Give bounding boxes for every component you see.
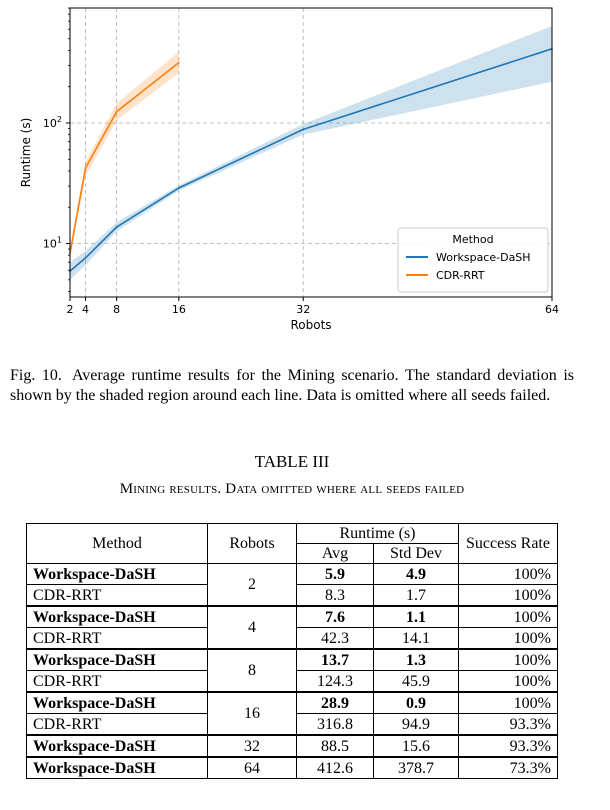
success-rate-cell: 100% [458, 648, 558, 671]
std-dev-cell: 45.9 [373, 670, 459, 693]
robots-cell: 4 [207, 605, 297, 650]
data-point [302, 128, 305, 131]
plot-frame [69, 7, 553, 298]
std-dev-cell: 15.6 [373, 734, 459, 758]
data-point [115, 226, 118, 228]
header-success-rate: Success Rate [458, 523, 558, 564]
legend-entry: Workspace-DaSH [436, 251, 531, 264]
header-method: Method [26, 523, 208, 564]
avg-cell: 88.5 [296, 734, 374, 758]
avg-cell: 28.9 [296, 691, 374, 714]
figure-label: Fig. 10. [10, 367, 62, 384]
avg-cell: 412.6 [296, 756, 374, 779]
table-row: CDR-RRT 8.3 1.7 100% [26, 584, 558, 607]
data-point [177, 187, 180, 189]
robots-cell: 32 [207, 734, 297, 758]
legend-title: Method [452, 233, 493, 246]
avg-cell: 13.7 [296, 648, 374, 671]
success-rate-cell: 100% [458, 584, 558, 607]
std-dev-band [70, 51, 179, 258]
legend: Method Workspace-DaSH CDR-RRT [397, 227, 549, 293]
data-point [115, 110, 118, 113]
table-row: Workspace-DaSH 32 88.5 15.6 93.3% [26, 734, 558, 758]
avg-cell: 42.3 [296, 627, 374, 650]
x-tick-label: 32 [296, 303, 310, 316]
table-row: Workspace-DaSH 8 13.7 1.3 100% [26, 648, 558, 693]
data-point [177, 61, 180, 64]
std-dev-cell: 1.1 [373, 605, 459, 628]
x-tick-label: 16 [172, 303, 186, 316]
std-dev-cell: 0.9 [373, 691, 459, 714]
header-runtime: Runtime (s) [296, 523, 459, 544]
y-tick-label: 101 [43, 236, 62, 251]
std-dev-cell: 1.3 [373, 648, 459, 671]
table-row: Workspace-DaSH 64 412.6 378.7 73.3% [26, 756, 558, 779]
y-axis-label: Runtime (s) [19, 118, 33, 188]
robots-cell: 16 [207, 691, 297, 736]
header-std-dev: Std Dev [373, 543, 459, 564]
figure-caption: Fig. 10. Average runtime results for the … [10, 366, 574, 406]
method-cell: Workspace-DaSH [26, 691, 208, 714]
x-tick-label: 64 [545, 303, 559, 316]
std-dev-cell: 14.1 [373, 627, 459, 650]
method-cell: CDR-RRT [26, 713, 208, 736]
table-row: CDR-RRT 42.3 14.1 100% [26, 627, 558, 650]
method-cell: Workspace-DaSH [26, 648, 208, 671]
success-rate-cell: 100% [458, 563, 558, 585]
robots-cell: 64 [207, 756, 297, 779]
robots-cell: 2 [207, 563, 297, 607]
method-cell: CDR-RRT [26, 584, 208, 607]
table-subtitle: Mining results. Data omitted where all s… [119, 481, 465, 497]
avg-cell: 316.8 [296, 713, 374, 736]
avg-cell: 124.3 [296, 670, 374, 693]
series-line [69, 62, 180, 254]
x-axis-label: Robots [290, 318, 331, 332]
x-tick-label: 2 [67, 303, 74, 316]
table-row: CDR-RRT 124.3 45.9 100% [26, 670, 558, 693]
results-table: Method Robots Runtime (s) Success Rate A… [26, 523, 558, 779]
table-row: Workspace-DaSH 2 5.9 4.9 100% [26, 563, 558, 607]
table-row: Workspace-DaSH 4 7.6 1.1 100% [26, 605, 558, 650]
std-dev-cell: 4.9 [373, 563, 459, 585]
method-cell: CDR-RRT [26, 627, 208, 650]
std-dev-band [70, 25, 552, 280]
std-dev-cell: 1.7 [373, 584, 459, 607]
results-table-body: Workspace-DaSH 2 5.9 4.9 100% CDR-RRT 8.3 1.7 10… [26, 563, 558, 779]
legend-entry: CDR-RRT [436, 269, 485, 282]
method-cell: Workspace-DaSH [26, 756, 208, 779]
success-rate-cell: 93.3% [458, 713, 558, 736]
table-title: TABLE III [254, 452, 330, 471]
y-tick-label: 102 [43, 115, 62, 130]
success-rate-cell: 100% [458, 605, 558, 628]
success-rate-cell: 100% [458, 691, 558, 714]
success-rate-cell: 93.3% [458, 734, 558, 758]
avg-cell: 7.6 [296, 605, 374, 628]
x-tick-label: 8 [113, 303, 120, 316]
header-robots: Robots [207, 523, 297, 564]
robots-cell: 8 [207, 648, 297, 693]
data-point [84, 256, 87, 259]
method-cell: CDR-RRT [26, 670, 208, 693]
success-rate-cell: 100% [458, 670, 558, 693]
figure-caption-text: Average runtime results for the Mining s… [10, 367, 574, 404]
legend-box [397, 227, 549, 293]
success-rate-cell: 73.3% [458, 756, 558, 779]
std-dev-cell: 378.7 [373, 756, 459, 779]
method-cell: Workspace-DaSH [26, 605, 208, 628]
data-point [84, 167, 87, 169]
std-dev-cell: 94.9 [373, 713, 459, 736]
method-cell: Workspace-DaSH [26, 563, 208, 585]
table-row: Workspace-DaSH 16 28.9 0.9 100% [26, 691, 558, 736]
header-avg: Avg [296, 543, 374, 564]
series-line [69, 48, 553, 272]
method-cell: Workspace-DaSH [26, 734, 208, 758]
x-tick-label: 4 [82, 303, 89, 316]
success-rate-cell: 100% [458, 627, 558, 650]
avg-cell: 8.3 [296, 584, 374, 607]
avg-cell: 5.9 [296, 563, 374, 585]
runtime-chart: 2 4 8 16 32 64 101 102 Robots Runtime (s) Method Wo… [19, 7, 559, 332]
